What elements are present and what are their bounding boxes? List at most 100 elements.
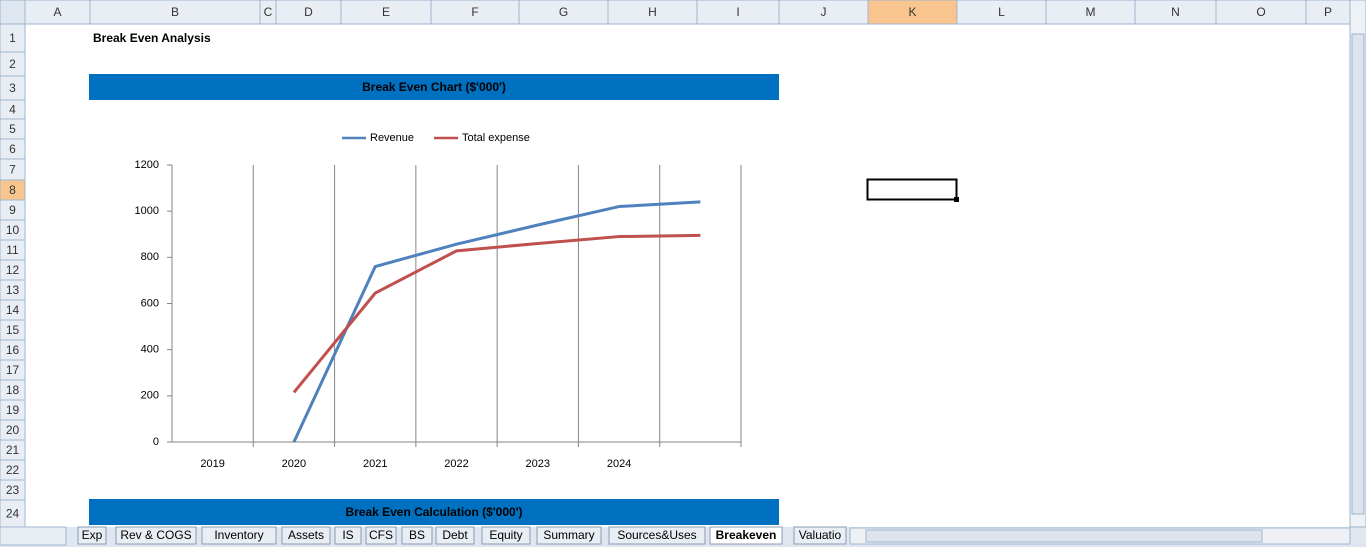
tab-label: Equity <box>489 528 522 542</box>
sheet-tab[interactable] <box>334 526 362 545</box>
row-label: 14 <box>6 303 20 317</box>
column-label: F <box>471 5 478 19</box>
y-tick-label: 200 <box>141 390 159 402</box>
column-label: H <box>648 5 657 19</box>
sheet-tab[interactable] <box>365 526 397 545</box>
sheet-tab[interactable] <box>536 526 602 545</box>
sheet-tab[interactable] <box>77 526 107 545</box>
column-header[interactable] <box>1045 0 1136 25</box>
tab-label: BS <box>409 528 425 542</box>
sheet-tab[interactable] <box>608 526 706 545</box>
sheet-tab[interactable] <box>201 526 277 545</box>
sheet-title: Break Even Analysis <box>93 31 211 45</box>
banner-text: Break Even Calculation ($'000') <box>345 505 522 519</box>
column-label: A <box>53 5 61 19</box>
selected-cell[interactable] <box>866 178 958 201</box>
column-header[interactable] <box>518 0 609 25</box>
tab-label: Debt <box>442 528 468 542</box>
row-label: 4 <box>9 103 16 117</box>
column-header[interactable] <box>1134 0 1217 25</box>
tab-label: IS <box>342 528 353 542</box>
y-tick-label: 1200 <box>135 159 159 171</box>
row-label: 18 <box>6 383 20 397</box>
row-label: 17 <box>6 363 20 377</box>
tab-label: Assets <box>288 528 324 542</box>
x-tick-label: 2024 <box>607 458 631 470</box>
tab-label: Sources&Uses <box>617 528 696 542</box>
column-label: G <box>559 5 568 19</box>
sheet-tab[interactable] <box>709 526 783 545</box>
tab-label: Rev & COGS <box>120 528 191 542</box>
column-header[interactable] <box>607 0 698 25</box>
column-label: N <box>1171 5 1180 19</box>
y-tick-label: 400 <box>141 344 159 356</box>
row-label: 2 <box>9 57 16 71</box>
row-label: 20 <box>6 423 20 437</box>
row-label: 10 <box>6 223 20 237</box>
sheet-tab[interactable] <box>435 526 475 545</box>
column-label: K <box>908 5 916 19</box>
tab-label: Inventory <box>214 528 263 542</box>
fill-handle <box>954 197 959 202</box>
column-label: D <box>304 5 313 19</box>
sheet-tab[interactable] <box>401 526 433 545</box>
row-label: 19 <box>6 403 20 417</box>
column-header[interactable] <box>89 0 261 25</box>
sheet-tab[interactable] <box>793 526 847 545</box>
row-label: 23 <box>6 483 20 497</box>
column-header[interactable] <box>956 0 1047 25</box>
column-label: C <box>264 5 273 19</box>
banner <box>89 74 779 100</box>
legend-label: Total expense <box>462 132 530 144</box>
row-label: 7 <box>9 163 16 177</box>
sheet-tab[interactable] <box>481 526 531 545</box>
column-label: B <box>171 5 179 19</box>
select-all[interactable] <box>0 0 26 25</box>
y-tick-label: 0 <box>153 436 159 448</box>
row-header[interactable] <box>0 23 26 53</box>
x-tick-label: 2021 <box>363 458 387 470</box>
y-tick-label: 1000 <box>135 205 159 217</box>
x-tick-label: 2019 <box>200 458 224 470</box>
tab-label: CFS <box>369 528 393 542</box>
column-label: P <box>1324 5 1332 19</box>
h-scroll-thumb[interactable] <box>865 529 1263 543</box>
column-label: M <box>1086 5 1096 19</box>
row-label: 8 <box>9 183 16 197</box>
series-line <box>292 233 701 394</box>
row-label: 21 <box>6 443 20 457</box>
row-label: 9 <box>9 203 16 217</box>
column-label: O <box>1256 5 1265 19</box>
banner <box>89 499 779 525</box>
row-label: 11 <box>6 243 19 257</box>
row-label: 5 <box>9 122 16 136</box>
tab-label: Valuatio <box>799 528 842 542</box>
tab-label: Exp <box>82 528 103 542</box>
row-label: 16 <box>6 343 20 357</box>
column-label: L <box>998 5 1005 19</box>
legend-label: Revenue <box>370 132 414 144</box>
row-label: 12 <box>6 263 20 277</box>
row-label: 22 <box>6 463 20 477</box>
column-header[interactable] <box>275 0 342 25</box>
tab-label: Summary <box>543 528 594 542</box>
row-label: 3 <box>9 81 16 95</box>
sheet-tab[interactable] <box>115 526 197 545</box>
column-header[interactable] <box>867 0 958 25</box>
tab-label: Breakeven <box>716 528 777 542</box>
sheet-tab[interactable] <box>281 526 331 545</box>
y-tick-label: 800 <box>141 251 159 263</box>
x-tick-label: 2022 <box>444 458 468 470</box>
row-label: 24 <box>6 507 20 521</box>
column-label: I <box>736 5 739 19</box>
y-tick-label: 600 <box>141 297 159 309</box>
x-tick-label: 2023 <box>526 458 550 470</box>
column-label: J <box>821 5 827 19</box>
tab-nav[interactable] <box>0 526 67 546</box>
v-scroll-thumb[interactable] <box>1351 33 1365 515</box>
row-label: 6 <box>9 142 16 156</box>
row-label: 13 <box>6 283 20 297</box>
x-tick-label: 2020 <box>282 458 306 470</box>
series-line <box>292 200 701 443</box>
